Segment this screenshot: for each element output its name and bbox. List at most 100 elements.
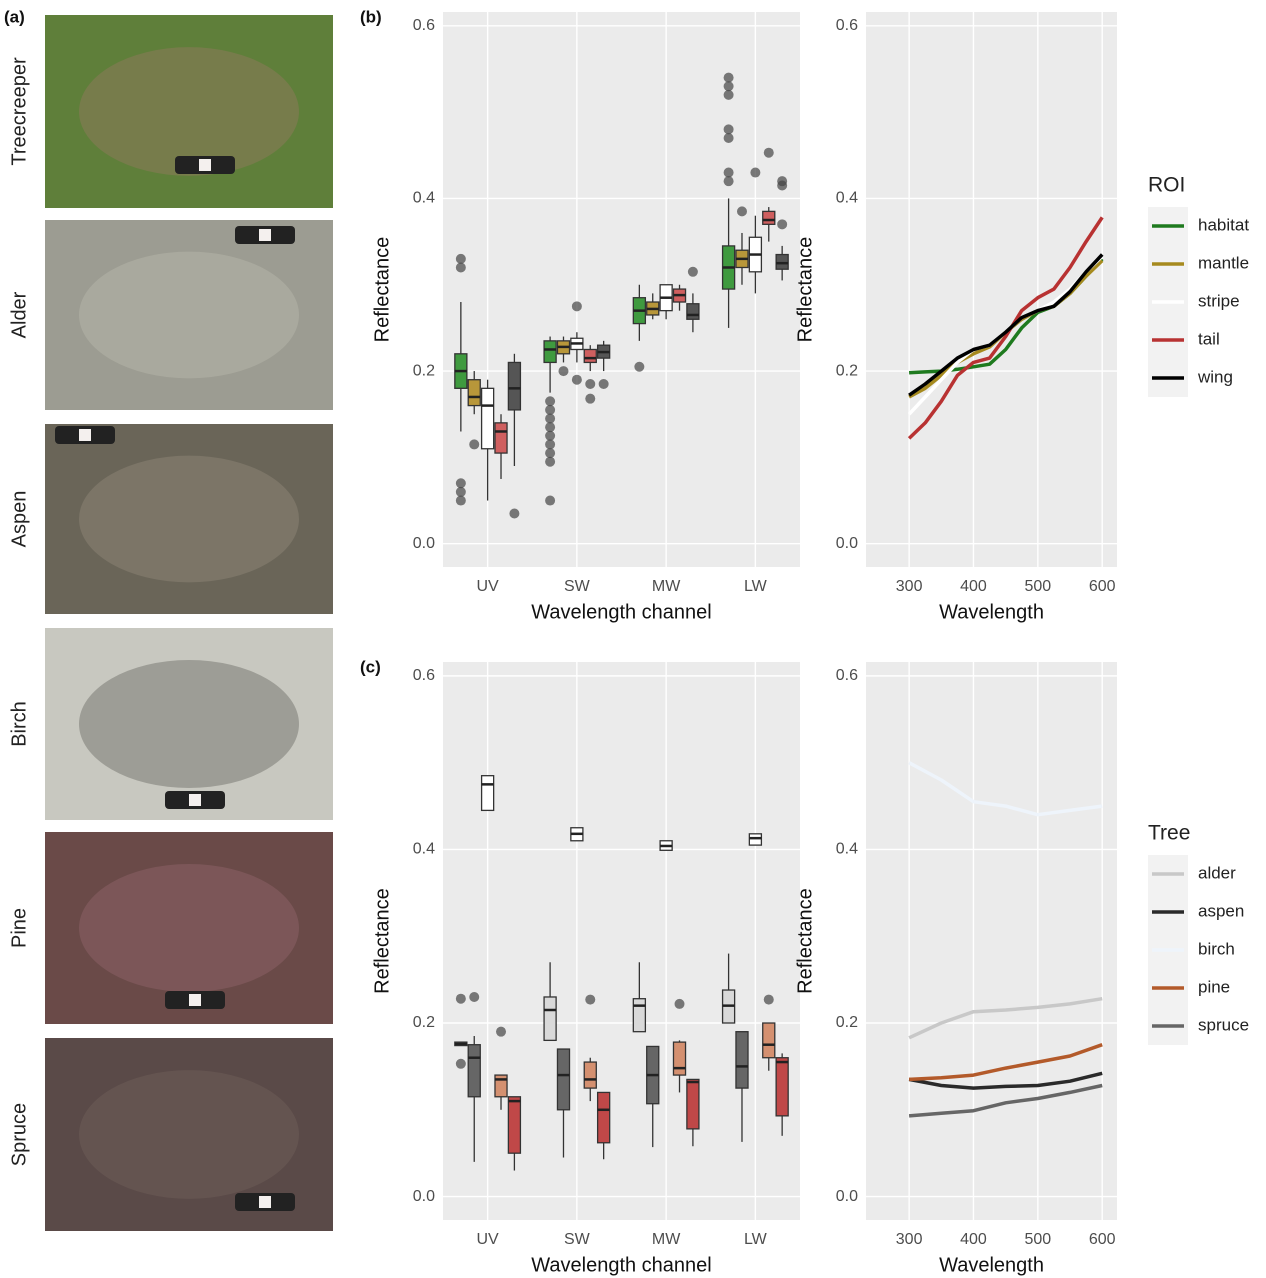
- box: [584, 1062, 596, 1088]
- photo-label: Birch: [8, 701, 30, 747]
- x-tick-label: LW: [744, 578, 768, 595]
- x-tick-label: 400: [960, 1231, 987, 1248]
- x-axis-title: Wavelength channel: [531, 601, 712, 623]
- outlier: [545, 448, 555, 458]
- outlier: [456, 487, 466, 497]
- outlier: [764, 995, 774, 1005]
- x-tick-label: 600: [1089, 1231, 1116, 1248]
- photo-texture: [79, 660, 299, 788]
- box: [776, 1058, 788, 1116]
- x-tick-label: UV: [477, 1231, 500, 1248]
- y-tick-label: 0.4: [413, 841, 435, 858]
- outlier: [634, 362, 644, 372]
- legend-label: pine: [1198, 977, 1230, 996]
- y-tick-label: 0.6: [836, 667, 858, 684]
- outlier: [764, 148, 774, 158]
- outlier: [545, 457, 555, 467]
- x-tick-label: 400: [960, 578, 987, 595]
- outlier: [456, 254, 466, 264]
- y-tick-label: 0.2: [836, 1014, 858, 1031]
- outlier: [750, 168, 760, 178]
- legend-label: habitat: [1198, 215, 1249, 234]
- y-tick-label: 0.0: [836, 1188, 858, 1205]
- legend-label: wing: [1197, 367, 1233, 386]
- color-card-white: [79, 429, 91, 441]
- x-tick-label: MW: [652, 578, 681, 595]
- x-tick-label: 300: [896, 1231, 923, 1248]
- outlier: [777, 180, 787, 190]
- box: [482, 776, 494, 811]
- photo-texture: [79, 252, 299, 379]
- outlier: [724, 168, 734, 178]
- outlier: [777, 219, 787, 229]
- outlier: [469, 439, 479, 449]
- y-tick-label: 0.4: [413, 190, 435, 207]
- box: [687, 1079, 699, 1128]
- plot-panel: [866, 662, 1117, 1220]
- outlier: [675, 999, 685, 1009]
- box: [763, 211, 775, 224]
- color-card-white: [259, 229, 271, 241]
- box: [584, 349, 596, 362]
- x-tick-label: LW: [744, 1231, 768, 1248]
- outlier: [558, 366, 568, 376]
- x-tick-label: 500: [1024, 578, 1051, 595]
- legend-label: spruce: [1198, 1015, 1249, 1034]
- y-axis-title: Reflectance: [371, 237, 393, 343]
- outlier: [572, 375, 582, 385]
- photo-texture: [79, 864, 299, 992]
- photo-texture: [79, 456, 299, 583]
- box: [598, 1092, 610, 1142]
- photo-texture: [79, 1070, 299, 1199]
- box: [482, 388, 494, 448]
- y-axis-title: Reflectance: [794, 888, 816, 994]
- y-tick-label: 0.2: [836, 362, 858, 379]
- outlier: [496, 1027, 506, 1037]
- outlier: [456, 1059, 466, 1069]
- panel-label: (b): [360, 7, 382, 26]
- plot-panel: [443, 662, 800, 1220]
- outlier: [724, 73, 734, 83]
- outlier: [737, 206, 747, 216]
- y-axis-title: Reflectance: [794, 237, 816, 343]
- color-card-white: [189, 994, 201, 1006]
- y-tick-label: 0.4: [836, 841, 858, 858]
- legend-title: Tree: [1148, 822, 1190, 845]
- outlier: [724, 124, 734, 134]
- x-tick-label: SW: [564, 578, 591, 595]
- outlier: [724, 133, 734, 143]
- outlier: [509, 508, 519, 518]
- box: [673, 1042, 685, 1075]
- outlier: [456, 478, 466, 488]
- x-axis-title: Wavelength: [939, 601, 1044, 623]
- box: [544, 341, 556, 363]
- legend-label: tail: [1198, 329, 1220, 348]
- photo-label: Aspen: [8, 491, 30, 548]
- figure: (a) TreecreeperAlderAspenBirchPineSpruce…: [0, 0, 1266, 1278]
- outlier: [585, 379, 595, 389]
- box: [544, 997, 556, 1040]
- legend-title: ROI: [1148, 174, 1185, 197]
- photo-label: Spruce: [8, 1103, 30, 1166]
- outlier: [545, 396, 555, 406]
- outlier: [456, 262, 466, 272]
- x-tick-label: MW: [652, 1231, 681, 1248]
- box: [749, 834, 761, 845]
- outlier: [572, 301, 582, 311]
- outlier: [585, 995, 595, 1005]
- y-tick-label: 0.0: [836, 535, 858, 552]
- legend-label: mantle: [1198, 253, 1249, 272]
- box: [468, 380, 480, 406]
- y-tick-label: 0.0: [413, 535, 435, 552]
- x-tick-label: 300: [896, 578, 923, 595]
- legend-label: birch: [1198, 939, 1235, 958]
- outlier: [599, 379, 609, 389]
- legend-label: stripe: [1198, 291, 1240, 310]
- box: [687, 304, 699, 320]
- y-tick-label: 0.2: [413, 362, 435, 379]
- x-tick-label: 600: [1089, 578, 1116, 595]
- y-axis-title: Reflectance: [371, 888, 393, 994]
- plot-panel: [866, 12, 1117, 567]
- x-tick-label: UV: [477, 578, 500, 595]
- outlier: [545, 405, 555, 415]
